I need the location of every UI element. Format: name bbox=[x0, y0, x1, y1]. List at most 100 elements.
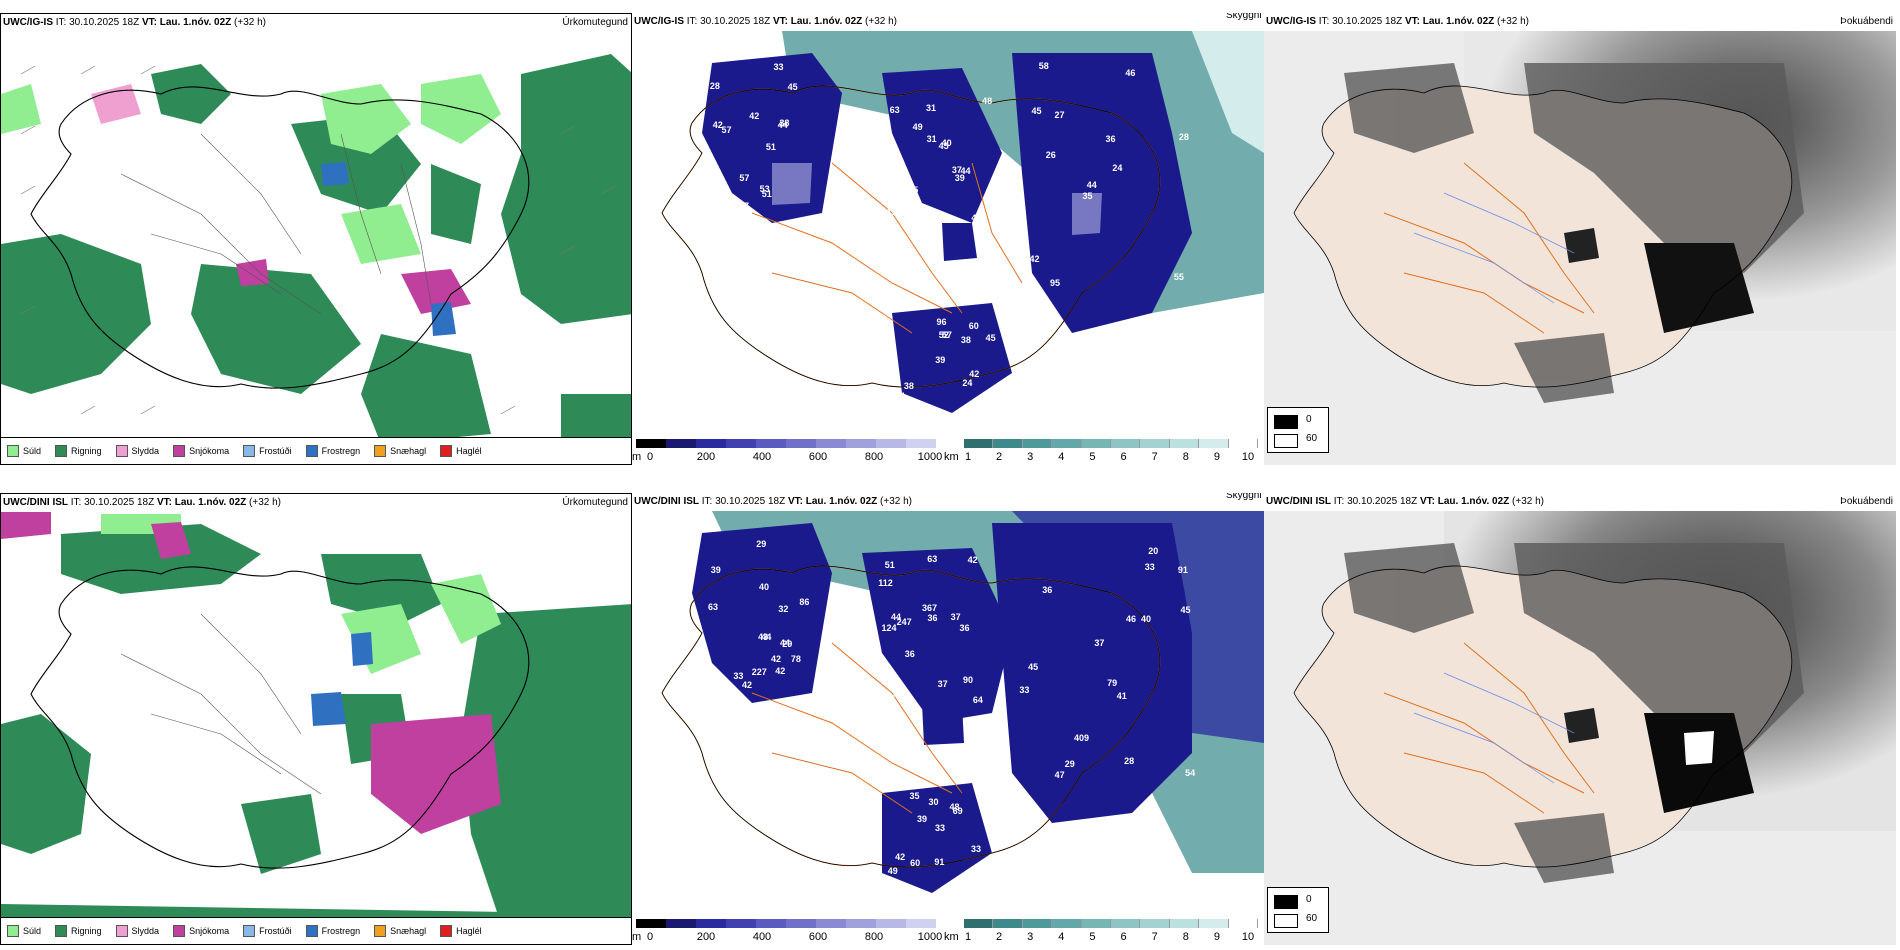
visibility-colorbar-row2: km 1 2 3 4 5 6 7 8 9 10 bbox=[944, 917, 1262, 945]
cloud-height-label: 33 bbox=[970, 844, 981, 855]
legend-item: Snjókoma bbox=[173, 925, 229, 937]
colorbar-segment bbox=[756, 439, 786, 448]
cloud-height-label: 45 bbox=[938, 141, 949, 152]
cloud-height-label: 63 bbox=[708, 602, 719, 613]
cloud-height-label: 21 bbox=[993, 882, 1004, 893]
cloud-height-label: 44 bbox=[891, 612, 902, 623]
tick-label: 0 bbox=[646, 451, 654, 463]
cloud-height-label: 40 bbox=[941, 138, 952, 149]
colorbar-segment bbox=[1052, 439, 1082, 448]
tick-label: 5 bbox=[1089, 451, 1096, 463]
valid-label: VT: bbox=[1419, 496, 1435, 507]
legend-label: Snæhagl bbox=[390, 926, 427, 936]
swatch bbox=[440, 925, 453, 937]
cloud-height-label: 57 bbox=[739, 172, 750, 183]
tick-label: 800 bbox=[864, 931, 884, 943]
cloud-height-label: 47 bbox=[1054, 770, 1065, 781]
cloud-height-label: 63 bbox=[927, 553, 938, 564]
legend-label: Snjókoma bbox=[189, 446, 230, 456]
valid-time: Lau. 1.nóv. 02Z bbox=[1437, 496, 1510, 507]
tick-label: 600 bbox=[808, 451, 828, 463]
swatch bbox=[305, 445, 318, 457]
white-value: 60 bbox=[1306, 433, 1318, 444]
cloud-height-label: 112 bbox=[878, 578, 893, 589]
colorbar-segment bbox=[993, 919, 1023, 928]
colorbar-segment bbox=[666, 439, 696, 448]
tick-label: 8 bbox=[1182, 451, 1189, 463]
legend-item: Haglél bbox=[440, 445, 482, 457]
colorbar-segment bbox=[1022, 919, 1053, 928]
legend-item: Haglél bbox=[440, 925, 482, 937]
precip-title: Úrkomutegund bbox=[562, 497, 628, 508]
cloud-height-label: 124 bbox=[881, 623, 897, 634]
swatch bbox=[243, 925, 256, 937]
colorbar-segment bbox=[756, 919, 786, 928]
cloud-height-label: 40 bbox=[727, 205, 738, 216]
cloud-title: Skyggni bbox=[1226, 493, 1262, 501]
fog-title: Þokuábendi bbox=[1840, 16, 1893, 27]
init-time: IT: 30.10.2025 18Z bbox=[686, 16, 771, 27]
colorbar-segment bbox=[696, 919, 726, 928]
cloud-height-label: 36 bbox=[927, 613, 938, 624]
cloud-height-label: 37 bbox=[1094, 638, 1105, 649]
cloud-height-label: 39 bbox=[954, 172, 965, 183]
visibility-unit: km bbox=[944, 451, 959, 463]
cloud-height-label: 31 bbox=[895, 391, 906, 402]
tick-label: 2 bbox=[996, 931, 1003, 943]
cloud-height-label: 40 bbox=[1140, 613, 1152, 624]
colorbar-segment bbox=[1140, 439, 1170, 448]
tick-label: 200 bbox=[696, 451, 716, 463]
cloud-height-label: 48 bbox=[982, 96, 993, 107]
colorbar-segment bbox=[1081, 919, 1112, 928]
cloud-height-label: 38 bbox=[990, 400, 1001, 411]
cloud-height-label: 44 bbox=[780, 637, 791, 648]
colorbar-segment bbox=[786, 919, 816, 928]
cloud-height-label: 33 bbox=[1019, 684, 1030, 695]
cloud-height-label: 27 bbox=[738, 201, 750, 212]
cloud-height-label: 64 bbox=[972, 695, 983, 706]
cloud-height-label: 42 bbox=[775, 666, 786, 677]
cloud-title: Skyggni bbox=[1226, 13, 1262, 21]
cloud-height-label: 42 bbox=[895, 851, 906, 862]
visibility-bar bbox=[964, 439, 1259, 448]
cloud-height-label: 42 bbox=[969, 368, 980, 379]
legend-label: Frostúði bbox=[259, 446, 292, 456]
valid-label: VT: bbox=[1404, 16, 1420, 27]
cloud-height-label: 78 bbox=[790, 654, 801, 665]
cloud-height-label: 42 bbox=[749, 110, 760, 121]
cloud-height-label: 51 bbox=[761, 188, 772, 199]
legend-item: Slydda bbox=[115, 925, 159, 937]
model-name: UWC/IG-IS bbox=[1266, 16, 1316, 27]
cloud-height-label: 45 bbox=[1028, 661, 1039, 672]
cloud-height-label: 31 bbox=[926, 102, 937, 113]
fog-title: Þokuábendi bbox=[1840, 496, 1893, 507]
cloud-base-colorbar-row1: m 0 200 400 600 800 1000 bbox=[632, 437, 942, 465]
valid-label: VT: bbox=[141, 17, 157, 28]
lead-time: (+32 h) bbox=[880, 496, 912, 507]
colorbar-segment bbox=[1140, 919, 1170, 928]
tick-label: 6 bbox=[1120, 451, 1127, 463]
cloud-map-row1 bbox=[632, 31, 1264, 441]
cloud-height-label: 42 bbox=[771, 653, 782, 664]
swatch bbox=[243, 445, 256, 457]
visibility-ticks: 1 2 3 4 5 6 7 8 9 10 bbox=[944, 931, 1262, 945]
tick-label: 10 bbox=[1241, 931, 1255, 943]
fog-legend-row1: 0 60 bbox=[1267, 407, 1329, 453]
cloud-height-label: 60 bbox=[910, 858, 921, 869]
tick-label: 1 bbox=[964, 451, 972, 463]
cloud-height-label: 43 bbox=[758, 632, 769, 643]
colorbar-segment bbox=[666, 919, 696, 928]
colorbar-segment bbox=[993, 439, 1023, 448]
lead-time: (+32 h) bbox=[1497, 16, 1529, 27]
tick-label: 10 bbox=[1241, 451, 1255, 463]
visibility-ticks: 1 2 3 4 5 6 7 8 9 10 bbox=[944, 451, 1262, 465]
colorbar-segment bbox=[786, 439, 816, 448]
cloud-height-label: 247 bbox=[896, 617, 912, 628]
cloud-height-label: 39 bbox=[917, 814, 928, 825]
cloud-height-label: 53 bbox=[759, 183, 770, 194]
legend-label: Snjókoma bbox=[189, 926, 230, 936]
colorbar-segment bbox=[1199, 919, 1229, 928]
colorbar-segment bbox=[636, 919, 666, 928]
white-swatch bbox=[1274, 434, 1298, 448]
legend-label: Snæhagl bbox=[390, 446, 427, 456]
